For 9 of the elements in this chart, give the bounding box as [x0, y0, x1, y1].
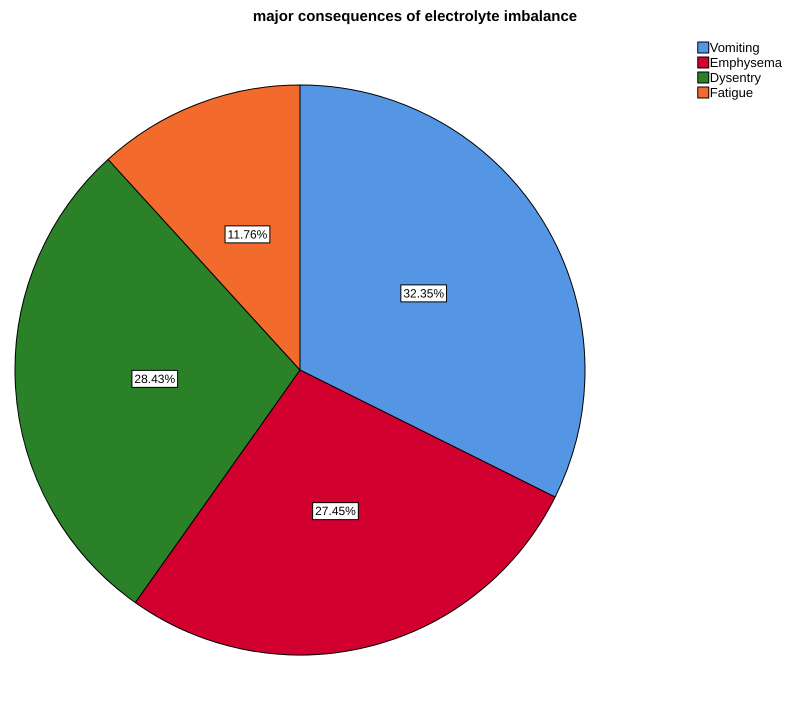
- data-label: 27.45%: [315, 504, 356, 518]
- legend-label: Fatigue: [710, 85, 754, 100]
- legend-label: Emphysema: [710, 55, 783, 70]
- legend-label: Dysentry: [710, 70, 762, 85]
- legend-label: Vomiting: [710, 40, 760, 55]
- data-label: 11.76%: [228, 227, 268, 242]
- chart-title: major consequences of electrolyte imbalance: [252, 8, 578, 25]
- data-label: 28.43%: [134, 372, 176, 386]
- data-label: 32.35%: [403, 286, 444, 300]
